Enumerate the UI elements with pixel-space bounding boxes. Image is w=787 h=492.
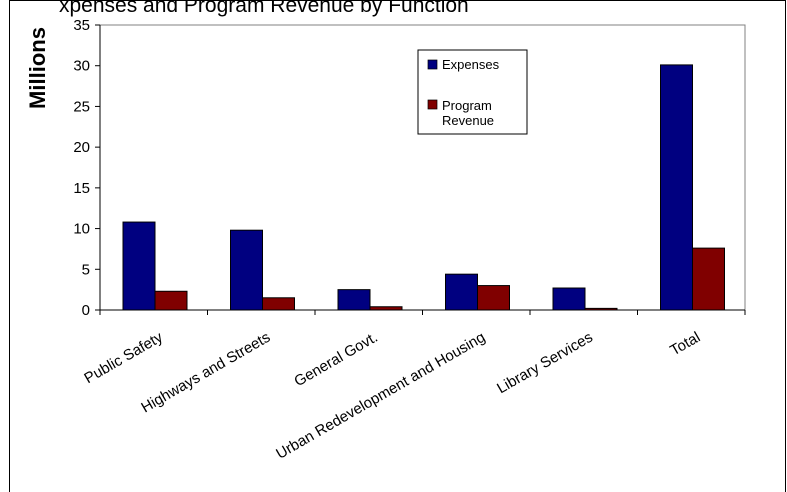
bar-program-revenue	[584, 307, 618, 311]
category-label: Urban Redevelopment and Housing	[273, 329, 488, 463]
category-label: General Govt.	[291, 329, 380, 390]
category-label: Total	[667, 329, 703, 360]
y-axis-label: Millions	[25, 27, 50, 109]
chart-title: xpenses and Program Revenue by Function	[59, 0, 469, 17]
category-label: Library Services	[494, 329, 596, 397]
bar-program-revenue	[477, 285, 510, 311]
y-tick-label: 15	[73, 180, 90, 197]
legend-label-program-revenue: Program Revenue	[442, 98, 495, 128]
axes: 0 5 10 15 20 25 30 35	[73, 17, 746, 319]
bar-program-revenue	[154, 290, 188, 311]
bar-program-revenue	[369, 306, 403, 311]
bar-expenses	[230, 229, 263, 311]
bar-program-revenue	[262, 297, 295, 311]
y-tick-label: 25	[73, 98, 90, 115]
legend-swatch-program-revenue	[427, 99, 438, 110]
bar-expenses	[552, 287, 586, 311]
bars	[122, 64, 725, 311]
y-tick-label: 5	[82, 261, 90, 278]
y-tick-label: 35	[73, 17, 90, 34]
y-tick-label: 0	[82, 302, 90, 319]
y-tick-label: 10	[73, 221, 90, 238]
legend-swatch-expenses	[427, 59, 438, 70]
y-tick-label: 30	[73, 58, 90, 75]
legend-label-line2: Revenue	[442, 113, 494, 128]
category-label: Public Safety	[81, 328, 166, 387]
bar-program-revenue	[692, 247, 725, 311]
legend-label-line1: Program	[442, 98, 492, 113]
legend-label-expenses: Expenses	[442, 57, 500, 72]
bar-expenses	[122, 221, 156, 311]
y-tick-label: 20	[73, 139, 90, 156]
frame-top-edge	[9, 0, 786, 1]
bar-expenses	[445, 273, 478, 311]
legend: Expenses Program Revenue	[417, 49, 528, 135]
chart-frame	[9, 0, 786, 492]
bar-expenses	[660, 64, 693, 311]
bar-expenses	[337, 289, 371, 311]
